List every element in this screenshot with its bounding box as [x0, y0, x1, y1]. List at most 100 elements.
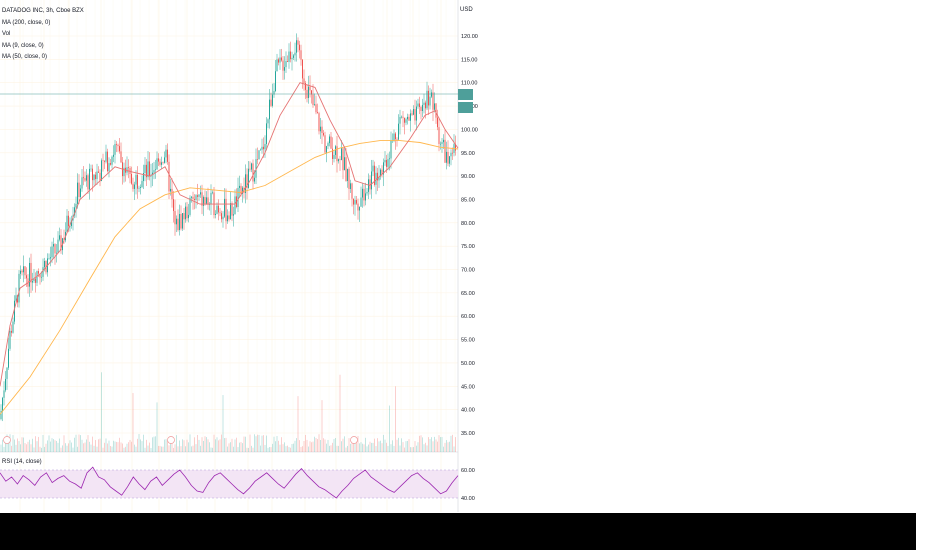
- volume-bar: [152, 437, 153, 452]
- volume-bar: [342, 438, 344, 452]
- volume-bar: [236, 437, 237, 452]
- volume-bar: [167, 441, 168, 452]
- candle-body: [173, 199, 174, 212]
- volume-bar: [29, 439, 30, 452]
- candle-body: [305, 83, 306, 90]
- volume-bar: [362, 443, 363, 452]
- volume-bar: [120, 442, 122, 452]
- volume-bar: [92, 436, 93, 452]
- legend-ma-200[interactable]: MA (200, close, 0): [2, 19, 51, 26]
- volume-bar: [74, 437, 75, 452]
- legend-ma-9[interactable]: MA (9, close, 0): [2, 42, 44, 49]
- candle-body: [116, 144, 117, 145]
- candle-body: [117, 144, 119, 147]
- candle-body: [255, 159, 257, 178]
- candle-body: [57, 239, 59, 253]
- candle-body: [110, 163, 111, 165]
- candle-body: [435, 103, 437, 118]
- candle-body: [210, 192, 212, 205]
- candle-body: [405, 119, 407, 123]
- chart-grid: [0, 0, 459, 512]
- candle-body: [282, 60, 284, 71]
- candle-body: [261, 146, 263, 150]
- volume-bar: [173, 447, 174, 452]
- volume-bar: [408, 439, 410, 452]
- volume-bar: [155, 436, 156, 452]
- candle-body: [84, 178, 86, 181]
- candle-body: [54, 244, 56, 254]
- candle-body: [20, 270, 21, 274]
- volume-bar: [5, 440, 6, 452]
- candle-body: [227, 215, 228, 222]
- candle-body: [15, 295, 17, 301]
- legend-volume[interactable]: Vol: [2, 31, 11, 37]
- price-axis[interactable]: 120.00115.00110.00105.00100.0095.0090.00…: [458, 34, 478, 437]
- volume-bar: [366, 446, 368, 452]
- candle-body: [360, 197, 362, 207]
- volume-bar: [329, 445, 330, 452]
- volume-bar: [261, 435, 263, 452]
- volume-bar: [95, 440, 96, 452]
- volume-bar: [156, 402, 158, 452]
- volume-bar: [39, 446, 41, 452]
- candle-body: [450, 152, 452, 157]
- candle-body: [401, 116, 402, 118]
- volume-bar: [197, 434, 198, 452]
- candle-body: [324, 135, 326, 153]
- candle-body: [291, 57, 293, 60]
- volume-bar: [138, 434, 140, 452]
- volume-bar: [401, 438, 402, 452]
- volume-bar: [186, 439, 188, 452]
- candle-body: [177, 218, 179, 231]
- volume-bar: [60, 447, 62, 452]
- candle-body: [437, 117, 438, 128]
- candle-body: [74, 207, 75, 216]
- candle-body: [447, 151, 449, 164]
- candle-body: [278, 59, 279, 63]
- volume-bar: [317, 439, 318, 452]
- y-tick-label: 110.00: [461, 81, 477, 87]
- volume-bar: [68, 443, 69, 452]
- volume-bar: [80, 435, 81, 452]
- candle-body: [242, 187, 243, 194]
- symbol-title[interactable]: DATADOG INC, 3h, Cboe BZX: [2, 8, 84, 14]
- candle-body: [441, 142, 443, 144]
- earnings-icon: [167, 436, 175, 444]
- candle-body: [233, 214, 234, 216]
- candle-body: [239, 185, 240, 188]
- rsi-legend[interactable]: RSI (14, close): [2, 459, 42, 465]
- candle-body: [206, 197, 207, 204]
- candle-body: [38, 271, 39, 274]
- volume-bar: [35, 436, 36, 452]
- currency-label[interactable]: USD: [460, 7, 473, 13]
- candle-body: [422, 104, 423, 111]
- volume-bar: [108, 440, 110, 452]
- volume-bar: [279, 444, 281, 452]
- volume-bar: [369, 441, 371, 452]
- volume-bar: [332, 442, 333, 452]
- volume-bar: [255, 436, 257, 452]
- volume-bar: [9, 434, 11, 452]
- volume-bar: [146, 439, 147, 452]
- volume-bar: [14, 439, 15, 452]
- volume-bar: [140, 439, 141, 452]
- volume-bar: [141, 441, 143, 452]
- legend-ma-50[interactable]: MA (50, close, 0): [2, 54, 48, 60]
- candle-body: [44, 261, 45, 268]
- candle-body: [279, 57, 281, 63]
- candle-body: [95, 174, 96, 180]
- candle-body: [170, 188, 171, 192]
- candle-body: [264, 143, 266, 150]
- candle-body: [153, 170, 155, 173]
- volume-bar: [440, 437, 441, 452]
- candle-body: [50, 257, 51, 259]
- candle-body: [446, 151, 447, 163]
- candle-body: [300, 50, 302, 60]
- volume-bar: [324, 439, 326, 452]
- candle-body: [249, 168, 251, 170]
- volume-bar: [2, 439, 3, 452]
- candle-body: [434, 103, 435, 110]
- volume-bar: [407, 440, 408, 452]
- volume-bar: [3, 446, 5, 452]
- y-tick-label: 95.00: [461, 151, 475, 157]
